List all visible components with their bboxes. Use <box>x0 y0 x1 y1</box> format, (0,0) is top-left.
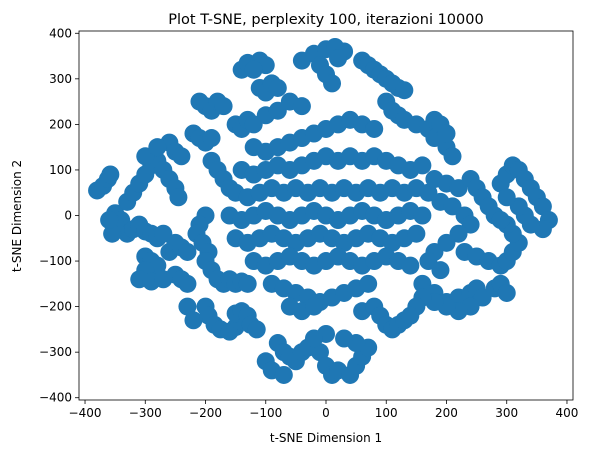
y-tick-label: −400 <box>39 391 72 405</box>
scatter-point <box>103 224 122 243</box>
scatter-points <box>88 37 558 384</box>
scatter-point <box>431 261 450 280</box>
scatter-point <box>100 211 119 230</box>
scatter-point <box>497 283 516 302</box>
x-tick-label: −400 <box>69 406 102 420</box>
x-tick-label: 300 <box>495 406 518 420</box>
y-tick-label: 0 <box>64 209 72 223</box>
scatter-point <box>148 138 167 157</box>
x-tick-label: 0 <box>322 406 330 420</box>
scatter-point <box>238 274 257 293</box>
scatter-point <box>413 156 432 175</box>
scatter-point <box>214 97 233 116</box>
scatter-point <box>244 60 263 79</box>
scatter-point <box>437 124 456 143</box>
x-tick-label: 400 <box>556 406 579 420</box>
x-axis-label: t-SNE Dimension 1 <box>270 431 382 445</box>
scatter-point <box>310 343 329 362</box>
scatter-point <box>413 206 432 225</box>
scatter-point <box>407 224 426 243</box>
x-tick-label: −200 <box>189 406 222 420</box>
scatter-point <box>329 49 348 68</box>
x-tick-label: 100 <box>375 406 398 420</box>
y-tick-label: 300 <box>49 72 72 86</box>
scatter-point <box>401 306 420 325</box>
y-axis-label: t-SNE Dimension 2 <box>10 160 24 272</box>
scatter-point <box>202 129 221 148</box>
scatter-point <box>274 365 293 384</box>
scatter-point <box>247 320 266 339</box>
scatter-point <box>443 147 462 166</box>
y-tick-label: 200 <box>49 117 72 131</box>
y-axis-ticks: −400 −300 −200 −100 0 100 200 300 400 <box>39 26 79 405</box>
scatter-point <box>169 188 188 207</box>
chart-title: Plot T-SNE, perplexity 100, iterazioni 1… <box>168 12 483 28</box>
scatter-point <box>304 297 323 316</box>
x-tick-label: 200 <box>435 406 458 420</box>
scatter-point <box>304 329 323 348</box>
x-tick-label: −300 <box>129 406 162 420</box>
scatter-point <box>323 74 342 93</box>
scatter-point <box>101 165 120 184</box>
y-tick-label: −100 <box>39 254 72 268</box>
scatter-point <box>491 211 510 230</box>
scatter-point <box>359 274 378 293</box>
x-axis-ticks: −400 −300 −200 −100 0 100 200 300 400 <box>69 400 579 420</box>
y-tick-label: −300 <box>39 345 72 359</box>
y-tick-label: 400 <box>49 26 72 40</box>
scatter-point <box>497 188 516 207</box>
scatter-point <box>178 274 197 293</box>
scatter-point <box>268 78 287 97</box>
y-tick-label: 100 <box>49 163 72 177</box>
scatter-point <box>365 119 384 138</box>
scatter-point <box>178 242 197 261</box>
scatter-point <box>533 197 552 216</box>
y-tick-label: −200 <box>39 300 72 314</box>
scatter-point <box>172 147 191 166</box>
scatter-point <box>292 97 311 116</box>
scatter-point <box>395 81 414 100</box>
scatter-point <box>178 297 197 316</box>
scatter-point <box>184 311 203 330</box>
scatter-point <box>401 256 420 275</box>
x-tick-label: −100 <box>249 406 282 420</box>
scatter-point <box>335 329 354 348</box>
